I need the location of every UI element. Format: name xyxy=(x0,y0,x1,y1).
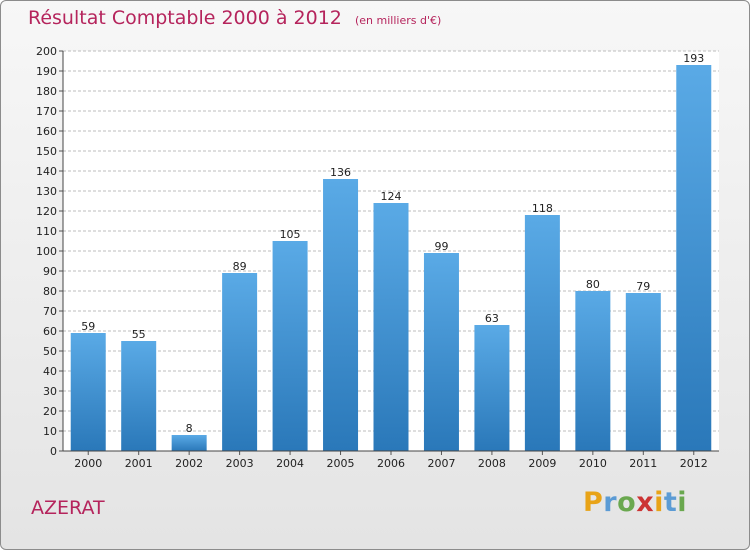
y-tick-label: 80 xyxy=(43,285,57,298)
x-axis-ticks: 2000 2001 2002 2003 2004 2005 2006 2007 2008 2009… xyxy=(74,451,708,470)
x-tick-label: 2005 xyxy=(327,457,355,470)
y-tick-label: 190 xyxy=(36,65,57,78)
bar-2006 xyxy=(373,203,409,451)
commune-name: AZERAT xyxy=(31,497,105,519)
chart-title: Résultat Comptable 2000 à 2012 xyxy=(28,7,342,29)
y-tick-label: 30 xyxy=(43,385,57,398)
bar-2005 xyxy=(323,179,359,451)
x-tick-label: 2001 xyxy=(125,457,153,470)
logo-letter: P xyxy=(583,487,604,518)
bar-value-label: 105 xyxy=(280,228,301,241)
bar-2012 xyxy=(676,65,712,451)
bar-2004 xyxy=(272,241,308,451)
y-tick-label: 110 xyxy=(36,225,57,238)
bar-value-label: 124 xyxy=(381,190,402,203)
y-tick-label: 10 xyxy=(43,425,57,438)
bar-2000 xyxy=(70,333,106,451)
bar-2008 xyxy=(474,325,510,451)
chart-subtitle: (en milliers d'€) xyxy=(354,14,442,27)
y-tick-label: 200 xyxy=(36,45,57,58)
x-tick-label: 2011 xyxy=(629,457,657,470)
bar-2007 xyxy=(423,253,459,451)
bar-value-label: 8 xyxy=(186,422,193,435)
logo-letter: r xyxy=(603,487,618,518)
y-tick-label: 150 xyxy=(36,145,57,158)
bars: 59 55 8 89 105 136 124 99 63 118 80 79 193 xyxy=(70,52,712,451)
y-tick-label: 170 xyxy=(36,105,57,118)
x-tick-label: 2002 xyxy=(175,457,203,470)
y-axis-ticks: 0 10 20 30 40 50 60 70 80 90 100 110 120 130 140 150 160… xyxy=(36,45,63,458)
y-tick-label: 40 xyxy=(43,365,57,378)
x-tick-label: 2000 xyxy=(74,457,102,470)
logo-letter: i xyxy=(654,487,664,518)
bar-value-label: 89 xyxy=(233,260,247,273)
bar-value-label: 59 xyxy=(81,320,95,333)
bar-2011 xyxy=(625,293,661,451)
bar-value-label: 136 xyxy=(330,166,351,179)
y-tick-label: 180 xyxy=(36,85,57,98)
y-tick-label: 140 xyxy=(36,165,57,178)
bar-value-label: 79 xyxy=(636,280,650,293)
x-tick-label: 2007 xyxy=(427,457,455,470)
y-tick-label: 50 xyxy=(43,345,57,358)
y-tick-label: 90 xyxy=(43,265,57,278)
logo-letter: i xyxy=(677,487,688,518)
proxiti-logo: Proxiti xyxy=(583,487,687,518)
x-tick-label: 2008 xyxy=(478,457,506,470)
logo-letter: o xyxy=(617,487,637,518)
y-tick-label: 120 xyxy=(36,205,57,218)
logo-letter: t xyxy=(663,487,678,518)
bar-value-label: 118 xyxy=(532,202,553,215)
y-tick-label: 130 xyxy=(36,185,57,198)
y-tick-label: 70 xyxy=(43,305,57,318)
y-tick-label: 20 xyxy=(43,405,57,418)
x-tick-label: 2012 xyxy=(680,457,708,470)
bar-value-label: 193 xyxy=(683,52,704,65)
bar-2002 xyxy=(171,435,207,451)
y-tick-label: 100 xyxy=(36,245,57,258)
bar-2009 xyxy=(524,215,560,451)
bar-2001 xyxy=(121,341,157,451)
x-tick-label: 2010 xyxy=(579,457,607,470)
bar-value-label: 55 xyxy=(132,328,146,341)
y-tick-label: 0 xyxy=(50,445,57,458)
logo-letter: x xyxy=(636,487,655,518)
chart-title-block: Résultat Comptable 2000 à 2012 (en milli… xyxy=(28,7,441,29)
x-tick-label: 2006 xyxy=(377,457,405,470)
bar-value-label: 63 xyxy=(485,312,499,325)
y-tick-label: 60 xyxy=(43,325,57,338)
bar-2003 xyxy=(222,273,258,451)
bar-value-label: 99 xyxy=(434,240,448,253)
x-tick-label: 2003 xyxy=(226,457,254,470)
bar-2010 xyxy=(575,291,611,451)
bar-value-label: 80 xyxy=(586,278,600,291)
x-tick-label: 2004 xyxy=(276,457,304,470)
y-tick-label: 160 xyxy=(36,125,57,138)
x-tick-label: 2009 xyxy=(528,457,556,470)
